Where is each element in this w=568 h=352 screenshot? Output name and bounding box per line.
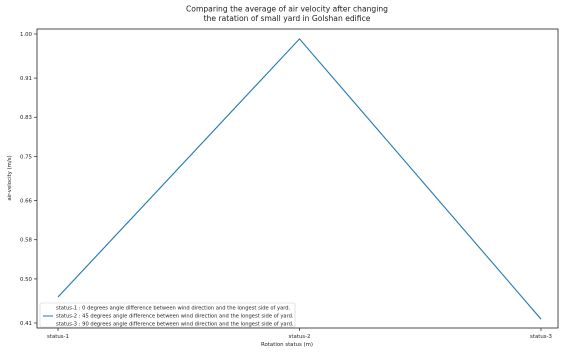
x-tick-label: status-2: [289, 334, 311, 340]
legend-entry-1: status-1 : 0 degrees angle difference be…: [56, 306, 291, 312]
y-tick-label: 0.83: [20, 115, 32, 121]
series-line: [57, 38, 542, 320]
x-tick-label: status-1: [47, 334, 69, 340]
chart-title-line-2: the ratation of small yard in Golshan ed…: [204, 14, 371, 23]
legend-box: [39, 302, 296, 328]
series-layer: [57, 38, 542, 320]
y-tick-label: 0.50: [20, 277, 33, 283]
y-tick-label: 0.91: [20, 76, 32, 82]
y-tick-label: 0.66: [20, 198, 33, 204]
x-tick-label: status-3: [530, 334, 552, 340]
x-axis-ticks: status-1 status-2 status-3: [47, 328, 552, 340]
plot-area-frame: [36, 28, 559, 329]
y-axis-ticks: 0.41 0.50 0.58 0.66 0.75 0.83 0.91 1.00: [20, 32, 37, 327]
chart-title-line-1: Comparing the average of air velocity af…: [186, 5, 388, 14]
legend-entry-3: status-3 : 90 degrees angle difference b…: [56, 322, 294, 328]
chart-title: Comparing the average of air velocity af…: [186, 5, 388, 24]
legend: status-1 : 0 degrees angle difference be…: [39, 302, 296, 328]
y-tick-label: 0.75: [20, 154, 32, 160]
legend-entry-2: status-2 : 45 degrees angle difference b…: [56, 314, 294, 320]
y-tick-label: 1.00: [20, 32, 33, 38]
x-axis-label: Rotation status (m): [261, 342, 313, 348]
y-tick-label: 0.41: [20, 321, 32, 327]
y-tick-label: 0.58: [20, 238, 33, 244]
y-axis-label: air-velocity (m/s): [7, 155, 13, 200]
